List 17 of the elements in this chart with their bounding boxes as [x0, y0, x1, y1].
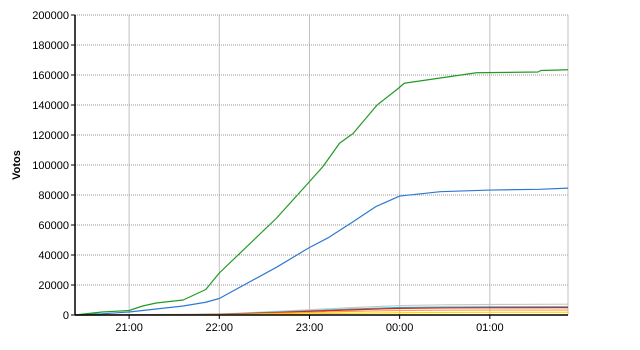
y-tick-label: 180000 — [32, 40, 69, 52]
x-tick-label: 22:00 — [206, 322, 234, 334]
x-tick-label: 21:00 — [115, 322, 143, 334]
y-tick-label: 160000 — [32, 70, 69, 82]
y-tick-label: 20000 — [38, 280, 69, 292]
y-tick-label: 40000 — [38, 250, 69, 262]
y-tick-label: 200000 — [32, 10, 69, 22]
y-tick-label: 120000 — [32, 130, 69, 142]
y-tick-label: 60000 — [38, 220, 69, 232]
x-tick-label: 01:00 — [476, 322, 504, 334]
y-tick-label: 140000 — [32, 100, 69, 112]
y-tick-label: 100000 — [32, 160, 69, 172]
x-tick-label: 23:00 — [296, 322, 324, 334]
y-tick-label: 80000 — [38, 190, 69, 202]
x-tick-label: 00:00 — [386, 322, 414, 334]
y-axis-title: Votos — [11, 150, 23, 180]
y-tick-label: 0 — [62, 310, 69, 322]
